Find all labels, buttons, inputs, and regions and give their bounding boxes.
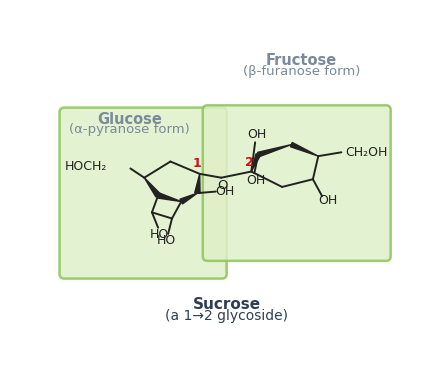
Text: (a 1→2 glycoside): (a 1→2 glycoside)	[165, 309, 288, 323]
Polygon shape	[180, 193, 198, 204]
Text: Sucrose: Sucrose	[193, 297, 261, 312]
Text: Fructose: Fructose	[266, 53, 337, 68]
Text: O: O	[217, 179, 227, 192]
Text: HO: HO	[157, 234, 176, 247]
Text: OH: OH	[319, 193, 338, 207]
Text: HO: HO	[150, 228, 169, 241]
Text: (β-furanose form): (β-furanose form)	[243, 65, 360, 78]
FancyBboxPatch shape	[203, 105, 391, 261]
Text: OH: OH	[246, 174, 265, 187]
Text: 1: 1	[193, 157, 202, 170]
Polygon shape	[195, 174, 200, 193]
Polygon shape	[251, 154, 260, 172]
Polygon shape	[257, 145, 291, 157]
Text: OH: OH	[247, 128, 266, 141]
Polygon shape	[291, 142, 318, 156]
Text: HOCH₂: HOCH₂	[65, 160, 107, 173]
FancyBboxPatch shape	[59, 108, 227, 278]
Text: CH₂OH: CH₂OH	[345, 146, 387, 159]
Polygon shape	[157, 193, 181, 202]
Text: Glucose: Glucose	[97, 112, 162, 127]
Polygon shape	[144, 178, 160, 197]
Text: (α-pyranose form): (α-pyranose form)	[69, 124, 190, 136]
Text: 2: 2	[245, 156, 253, 169]
Text: OH: OH	[215, 185, 235, 198]
